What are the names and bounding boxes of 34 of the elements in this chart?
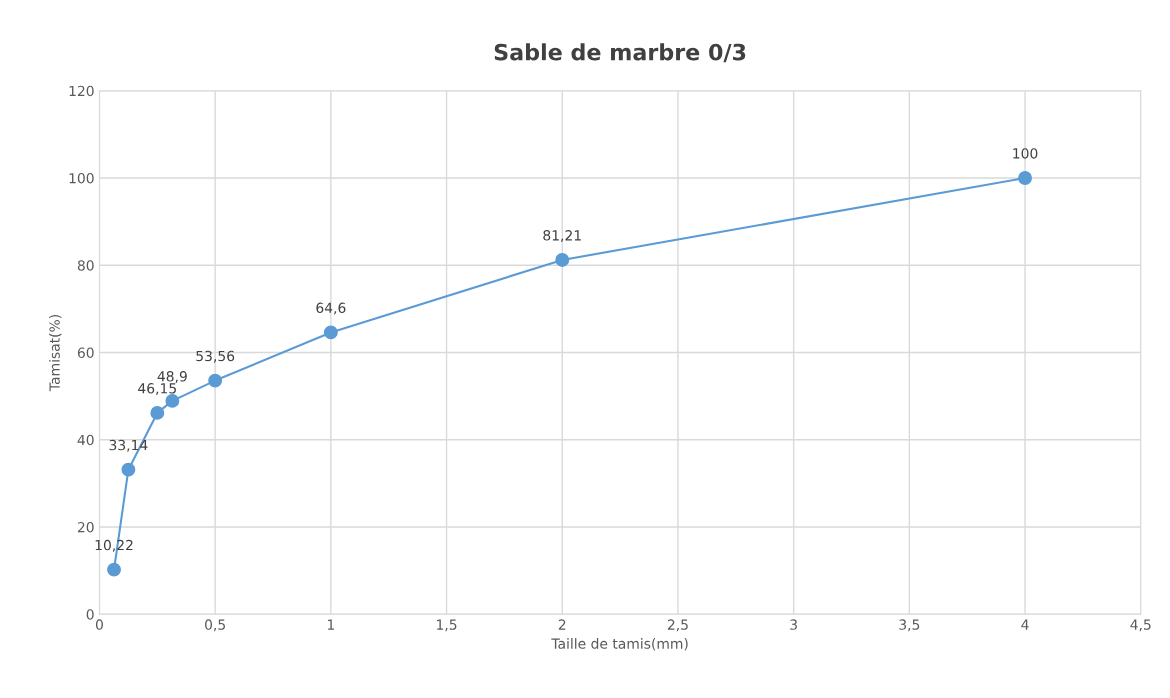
y-tick-label: 40 [77, 434, 94, 446]
point [107, 562, 121, 577]
y-tick-label: 120 [69, 85, 94, 97]
data-label: 81,21 [543, 230, 581, 243]
point [121, 462, 136, 477]
x-axis-title: Taille de tamis(mm) [551, 638, 688, 651]
x-tick-label: 2 [558, 619, 566, 630]
chart-title: Sable de marbre 0/3 [494, 43, 746, 63]
x-tick-label: 3 [790, 619, 797, 630]
data-label: 48,9 [157, 371, 187, 383]
x-tick-label: 3,5 [899, 619, 920, 632]
x-tick-label: 1 [327, 619, 334, 630]
y-tick-label: 60 [77, 347, 94, 358]
point [150, 405, 165, 420]
point [555, 253, 570, 267]
data-label: 64,6 [316, 302, 346, 315]
data-label: 100 [1013, 148, 1038, 159]
data-label: 46,15 [138, 383, 176, 395]
y-tick-label: 100 [69, 172, 94, 184]
x-tick-label: 1,5 [437, 619, 457, 632]
point [323, 325, 338, 340]
y-tick-label: 0 [86, 609, 94, 620]
x-tick-label: 0,5 [205, 619, 225, 632]
y-tick-label: 80 [77, 260, 94, 271]
y-tick-label: 20 [77, 521, 94, 533]
point [165, 393, 180, 408]
x-tick-label: 4 [1021, 619, 1029, 630]
y-axis-title: Tamisat(%) [49, 315, 62, 392]
point [1018, 171, 1032, 185]
x-tick-label: 0 [95, 619, 103, 630]
point [208, 373, 223, 388]
data-label: 53,56 [196, 350, 235, 363]
x-tick-label: 4,5 [1130, 619, 1151, 632]
x-tick-label: 2,5 [667, 619, 688, 632]
